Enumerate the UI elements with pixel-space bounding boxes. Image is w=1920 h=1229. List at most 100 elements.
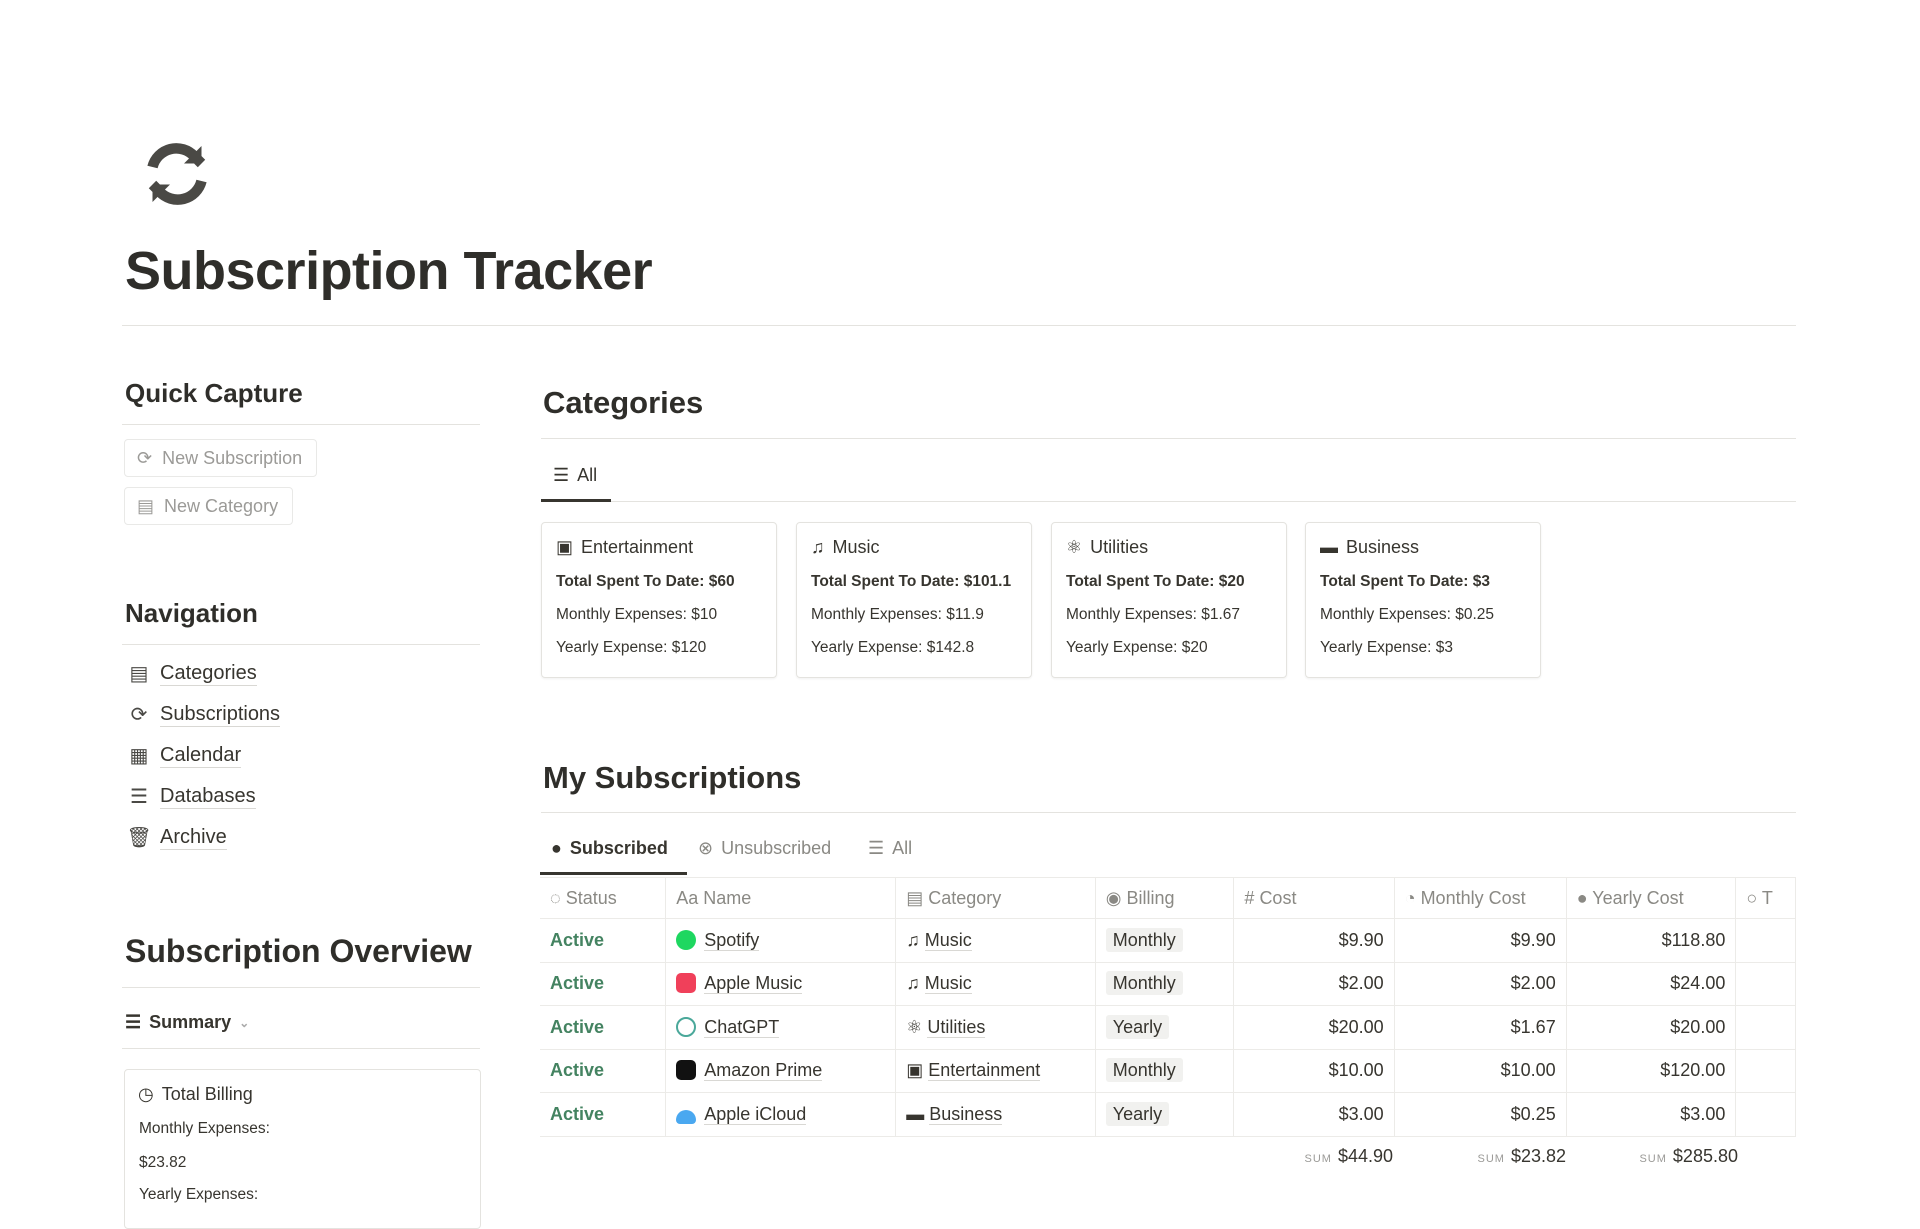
billing-pill: Yearly xyxy=(1105,1101,1170,1126)
new-subscription-button[interactable]: ⟳ New Subscription xyxy=(124,439,318,477)
nav-item-categories[interactable]: ▤ Categories xyxy=(128,661,257,686)
category-card-business[interactable]: ▬ Business Total Spent To Date: $3 Monthl… xyxy=(1305,522,1541,678)
monthly-expenses: Monthly Expenses: $11.9 xyxy=(811,606,984,623)
nav-item-calendar[interactable]: ▦ Calendar xyxy=(128,743,242,768)
table-row[interactable]: Active Apple Music ♫ Music Monthly $2.00… xyxy=(540,962,1796,1006)
music-note-icon: ♫ xyxy=(906,973,925,994)
name-link[interactable]: ChatGPT xyxy=(704,1016,780,1038)
refresh-icon xyxy=(147,143,207,205)
column-billing[interactable]: ◉ Billing xyxy=(1095,877,1235,919)
summary-view-tab[interactable]: ☰ Summary ⌄ xyxy=(125,1012,249,1033)
category-link[interactable]: Music xyxy=(924,929,972,951)
name-cell[interactable]: Apple Music xyxy=(665,962,897,1006)
category-link[interactable]: Utilities xyxy=(927,1016,986,1038)
tab-label: All xyxy=(892,838,913,858)
column-name[interactable]: Aa Name xyxy=(665,877,897,919)
header-label: T xyxy=(1761,887,1773,908)
category-cell[interactable]: ♫ Music xyxy=(895,918,1096,963)
name-cell[interactable]: ChatGPT xyxy=(665,1005,897,1050)
tab-subscribed[interactable]: ● Subscribed xyxy=(551,838,668,859)
column-truncated[interactable]: ○ T xyxy=(1735,877,1796,919)
billing-cell: Monthly xyxy=(1095,962,1235,1006)
chatgpt-icon xyxy=(676,1016,697,1037)
column-yearly-cost[interactable]: ● Yearly Cost xyxy=(1566,877,1737,919)
category-cell[interactable]: ▣ Entertainment xyxy=(895,1049,1096,1093)
column-cost[interactable]: # Cost xyxy=(1233,877,1395,919)
table-row[interactable]: Active Spotify ♫ Music Monthly $9.90 $9.… xyxy=(540,918,1796,963)
nav-item-subscriptions[interactable]: ⟳ Subscriptions xyxy=(128,702,281,727)
nav-item-archive[interactable]: 🗑 Archive xyxy=(126,825,227,850)
card-title: Entertainment xyxy=(581,537,694,557)
column-monthly-cost[interactable]: ◔ Monthly Cost xyxy=(1394,877,1567,919)
sum-value: $44.90 xyxy=(1337,1146,1393,1166)
name-cell[interactable]: Apple iCloud xyxy=(665,1092,897,1137)
yearly-cost-cell: $120.00 xyxy=(1566,1049,1737,1093)
category-link[interactable]: Music xyxy=(924,973,972,995)
yearly-label: Yearly Expenses: xyxy=(139,1186,259,1203)
header-label: Name xyxy=(703,887,752,908)
header-label: Billing xyxy=(1126,887,1175,908)
card-title: Total Billing xyxy=(161,1084,253,1104)
database-icon: ☰ xyxy=(130,786,148,808)
total-billing-card[interactable]: ◷ Total Billing Monthly Expenses: $23.82 … xyxy=(124,1069,481,1229)
name-cell[interactable]: Spotify xyxy=(665,918,897,963)
tab-label: Unsubscribed xyxy=(721,838,832,858)
table-row[interactable]: Active Apple iCloud ▬ Business Yearly $3… xyxy=(540,1092,1796,1137)
billing-cell: Yearly xyxy=(1095,1092,1235,1137)
sum-value: $285.80 xyxy=(1672,1146,1738,1166)
monthly-cost-cell: $0.25 xyxy=(1394,1092,1567,1137)
category-cell[interactable]: ♫ Music xyxy=(895,962,1096,1006)
name-link[interactable]: Apple iCloud xyxy=(704,1103,807,1125)
page-title: Subscription Tracker xyxy=(125,241,653,301)
table-row[interactable]: Active Amazon Prime ▣ Entertainment Mont… xyxy=(540,1049,1796,1093)
category-link[interactable]: Business xyxy=(929,1103,1003,1125)
tab-all-subscriptions[interactable]: ☰ All xyxy=(868,838,912,859)
name-link[interactable]: Spotify xyxy=(704,929,760,951)
card-title: Utilities xyxy=(1090,537,1149,557)
yearly-expense: Yearly Expense: $20 xyxy=(1066,639,1208,656)
monthly-cost-cell: $1.67 xyxy=(1394,1005,1567,1050)
category-card-entertainment[interactable]: ▣ Entertainment Total Spent To Date: $60 … xyxy=(541,522,777,678)
column-category[interactable]: ▤ Category xyxy=(895,877,1096,919)
new-category-button[interactable]: ▤ New Category xyxy=(124,487,294,525)
spotify-icon xyxy=(676,929,697,950)
x-circle-icon: ⊗ xyxy=(698,838,714,858)
table-row[interactable]: Active ChatGPT ⚛ Utilities Yearly $20.00… xyxy=(540,1005,1796,1050)
category-cell[interactable]: ⚛ Utilities xyxy=(895,1005,1096,1050)
header-label: Monthly Cost xyxy=(1420,887,1526,908)
sum-cost: SUM $44.90 xyxy=(1240,1146,1393,1167)
status-cell: Active xyxy=(540,1049,667,1093)
tv-icon: ▣ xyxy=(906,1060,929,1081)
header-label: Cost xyxy=(1259,887,1297,908)
tab-unsubscribed[interactable]: ⊗ Unsubscribed xyxy=(698,838,831,859)
category-link[interactable]: Entertainment xyxy=(928,1060,1041,1082)
subscriptions-table: ◌ Status Aa Name ▤ Category ◉ Billing # … xyxy=(540,877,1796,1137)
category-card-music[interactable]: ♫ Music Total Spent To Date: $101.1 Month… xyxy=(796,522,1032,678)
button-label: New Category xyxy=(164,495,279,516)
name-link[interactable]: Apple Music xyxy=(704,973,803,995)
billing-pill: Monthly xyxy=(1105,1058,1183,1083)
page-icon xyxy=(135,132,219,216)
name-cell[interactable]: Amazon Prime xyxy=(665,1049,897,1093)
header-label: Category xyxy=(928,887,1002,908)
database-icon: ☰ xyxy=(553,465,570,485)
sum-label: SUM xyxy=(1477,1153,1505,1165)
yearly-expense: Yearly Expense: $120 xyxy=(556,639,707,656)
category-cell[interactable]: ▬ Business xyxy=(895,1092,1096,1137)
sum-label: SUM xyxy=(1639,1153,1667,1165)
table-header: ◌ Status Aa Name ▤ Category ◉ Billing # … xyxy=(540,877,1796,919)
atom-icon: ⚛ xyxy=(906,1016,928,1037)
tab-all-categories[interactable]: ☰ All xyxy=(553,465,597,486)
header-label: Yearly Cost xyxy=(1592,887,1684,908)
tab-label: Subscribed xyxy=(569,838,668,858)
billing-cell: Monthly xyxy=(1095,1049,1235,1093)
nav-label: Archive xyxy=(160,826,227,850)
monthly-label: Monthly Expenses: xyxy=(139,1120,270,1137)
category-card-utilities[interactable]: ⚛ Utilities Total Spent To Date: $20 Mont… xyxy=(1051,522,1287,678)
column-status[interactable]: ◌ Status xyxy=(540,877,667,919)
name-link[interactable]: Amazon Prime xyxy=(704,1060,823,1082)
refresh-icon: ⟳ xyxy=(137,447,153,468)
cost-cell: $2.00 xyxy=(1233,962,1395,1006)
total-spent: Total Spent To Date: $3 xyxy=(1320,573,1490,590)
nav-item-databases[interactable]: ☰ Databases xyxy=(128,784,256,809)
